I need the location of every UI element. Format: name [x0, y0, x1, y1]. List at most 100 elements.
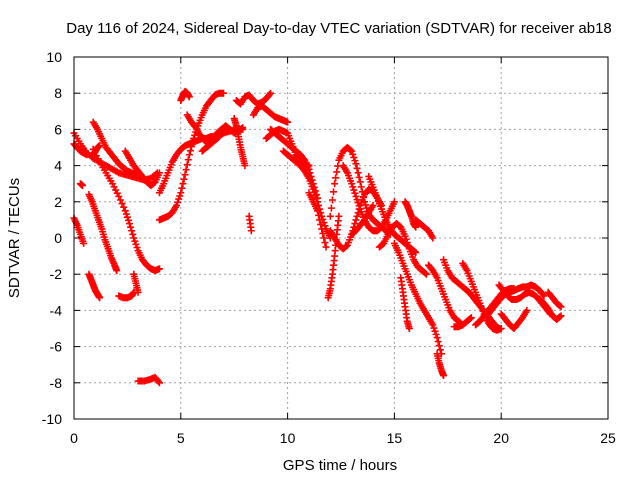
data-point — [174, 198, 182, 206]
data-point — [497, 325, 505, 332]
data-point — [352, 192, 360, 200]
data-point — [429, 321, 437, 329]
data-point — [390, 198, 398, 206]
data-point — [435, 342, 443, 350]
data-point — [113, 267, 121, 275]
data-point — [348, 180, 356, 188]
data-point — [123, 213, 131, 221]
data-point — [331, 180, 339, 188]
data-point — [354, 199, 362, 207]
x-tick-label: 0 — [70, 430, 78, 446]
data-point — [134, 288, 142, 296]
data-point — [241, 162, 249, 170]
data-point — [265, 91, 273, 99]
data-point — [433, 334, 441, 342]
y-tick-label: 0 — [54, 230, 62, 246]
data-point — [523, 306, 531, 314]
data-point — [556, 302, 564, 310]
chart-title: Day 116 of 2024, Sidereal Day-to-day VTE… — [66, 20, 612, 37]
data-point — [333, 168, 341, 176]
data-point — [120, 203, 128, 211]
data-point — [436, 346, 444, 354]
y-tick-label: -4 — [50, 302, 63, 318]
data-point — [126, 220, 134, 228]
data-point — [402, 235, 410, 243]
data-point — [239, 124, 247, 132]
data-point — [215, 133, 223, 141]
data-point — [328, 196, 336, 204]
data-point — [183, 161, 191, 169]
y-tick-label: 10 — [46, 49, 62, 65]
y-tick-label: -8 — [50, 375, 63, 391]
data-point — [155, 265, 163, 273]
data-point — [432, 330, 440, 338]
data-point — [220, 89, 228, 97]
x-axis-title: GPS time / hours — [283, 457, 397, 474]
data-point — [412, 223, 420, 231]
data-point — [186, 147, 194, 155]
y-tick-label: 8 — [54, 85, 62, 101]
data-point — [351, 189, 359, 197]
data-point — [320, 234, 328, 242]
data-point — [319, 229, 327, 237]
data-point — [430, 324, 438, 332]
data-point — [557, 312, 565, 320]
data-point — [347, 146, 355, 154]
data-point — [434, 338, 442, 346]
y-tick-label: -10 — [42, 411, 62, 427]
x-tick-labels: 0 5 10 15 20 25 — [70, 430, 616, 446]
data-point — [354, 169, 362, 177]
data-point — [80, 239, 88, 247]
data-point — [353, 164, 361, 172]
data-point — [155, 379, 163, 387]
data-point — [321, 222, 329, 230]
data-point — [357, 183, 365, 191]
data-point — [129, 230, 137, 238]
data-point — [178, 184, 186, 192]
data-point — [179, 180, 187, 188]
data-point — [305, 162, 313, 170]
data-point — [556, 313, 564, 321]
data-point — [355, 202, 363, 210]
data-point — [155, 169, 163, 177]
data-point — [332, 174, 340, 182]
data-point — [330, 188, 338, 196]
data-point — [342, 242, 350, 250]
y-tick-label: 4 — [54, 158, 62, 174]
data-point — [127, 223, 135, 231]
data-point — [83, 151, 91, 159]
data-point — [412, 248, 420, 256]
data-point — [284, 118, 292, 126]
data-point — [184, 156, 192, 164]
x-tick-label: 25 — [600, 430, 616, 446]
data-point — [356, 178, 364, 186]
data-point — [124, 216, 132, 224]
data-point — [405, 325, 413, 332]
data-point — [353, 212, 361, 220]
data-point — [440, 372, 448, 380]
data-point — [351, 157, 359, 165]
data-point — [349, 183, 357, 191]
data-point — [421, 269, 429, 277]
data-point — [316, 216, 324, 224]
data-point — [115, 192, 123, 200]
data-point — [182, 166, 190, 174]
y-tick-label: 2 — [54, 194, 62, 210]
data-point — [467, 314, 475, 322]
data-point — [79, 182, 87, 190]
data-point — [318, 212, 326, 220]
data-point — [351, 220, 359, 228]
data-point — [121, 207, 129, 215]
data-point — [131, 237, 139, 245]
y-tick-label: 6 — [54, 121, 62, 137]
data-point — [314, 207, 322, 215]
y-axis-title: SDTVAR / TECUs — [6, 178, 23, 298]
data-point — [404, 242, 412, 250]
data-point — [185, 93, 193, 101]
data-point — [318, 225, 326, 233]
y-tick-label: -2 — [50, 266, 63, 282]
data-point — [326, 212, 334, 220]
y-tick-label: -6 — [50, 339, 63, 355]
data-point — [557, 303, 565, 311]
